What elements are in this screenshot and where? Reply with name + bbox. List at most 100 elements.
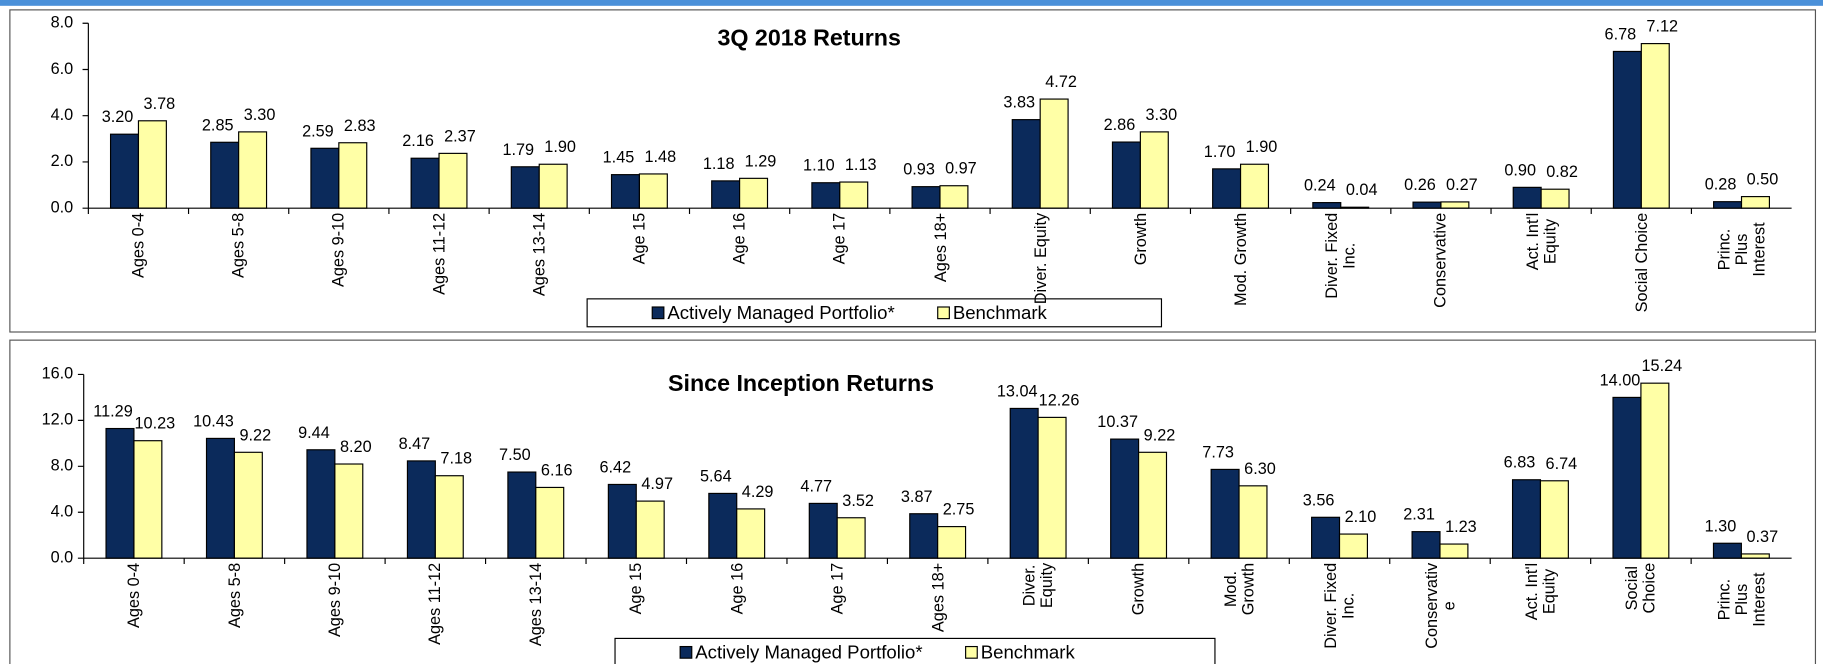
x-tick-label: Ages 9-10 (328, 212, 348, 288)
data-label: 7.12 (1646, 18, 1678, 36)
data-label: 0.04 (1346, 181, 1378, 199)
bar (939, 185, 969, 209)
legend-label: Benchmark (981, 641, 1076, 662)
x-tick-label: Ages 9-10 (324, 562, 344, 638)
data-label: 2.16 (402, 132, 434, 150)
x-tick-label: Mod. Growth (1230, 212, 1250, 306)
data-label: 7.73 (1202, 443, 1234, 461)
bar (510, 166, 540, 209)
bar (836, 517, 866, 559)
data-label: 1.23 (1445, 518, 1477, 536)
bar (607, 483, 637, 559)
x-tick-label: Ages 13-14 (525, 562, 545, 647)
data-label: 1.45 (603, 149, 635, 167)
bar (1640, 382, 1670, 559)
data-label: 8.47 (399, 435, 431, 453)
x-tick-label: Age 17 (829, 212, 849, 265)
bar (109, 133, 140, 209)
bar (1239, 163, 1270, 209)
legend-label: Actively Managed Portfolio* (667, 302, 894, 323)
data-label: 4.72 (1045, 73, 1077, 91)
chart-title: 3Q 2018 Returns (717, 25, 900, 51)
bar (839, 181, 869, 209)
data-label: 9.22 (239, 426, 271, 444)
bar (410, 157, 440, 209)
legend-swatch (679, 645, 693, 659)
x-tick-label: Ages 5-8 (224, 562, 244, 629)
bar (1511, 479, 1542, 559)
x-tick-label: Age 16 (729, 212, 749, 265)
data-label: 3.20 (102, 108, 134, 126)
bar (1210, 468, 1240, 559)
data-label: 1.10 (803, 157, 835, 175)
bar (306, 449, 336, 559)
chart: Since Inception Returns 0.0 4.0 8.0 12.0 16.0… (42, 357, 1792, 664)
data-label: 0.93 (903, 161, 935, 179)
x-tick-label: Ages 18+ (927, 562, 947, 633)
data-label: 0.37 (1746, 528, 1778, 546)
bar (811, 182, 841, 209)
bar (1440, 201, 1470, 209)
legend-box (614, 637, 1216, 664)
chart: 3Q 2018 Returns 0.0 2.0 4.0 6.0 8.0 3.20 3.78 2.… (51, 14, 1792, 328)
bar (1713, 201, 1743, 209)
data-label: 3.56 (1303, 491, 1335, 509)
x-tick-label: Ages 13-14 (529, 212, 548, 297)
bar (1512, 186, 1542, 209)
x-tick-label: Ages 0-4 (124, 562, 143, 629)
y-tick-label: 2.0 (51, 152, 74, 170)
bar (1110, 438, 1140, 559)
bar (1212, 168, 1242, 209)
data-label: 2.37 (444, 127, 476, 145)
data-label: 2.10 (1345, 508, 1377, 526)
data-label: 5.64 (700, 467, 732, 485)
data-label: 0.50 (1747, 171, 1779, 189)
data-label: 6.74 (1546, 455, 1578, 473)
data-label: 2.59 (302, 122, 334, 140)
y-tick-label: 4.0 (51, 106, 74, 124)
data-label: 4.97 (641, 475, 673, 493)
bar (739, 177, 769, 209)
chart-panel: Since Inception Returns 0.0 4.0 8.0 12.0 16.0… (9, 339, 1817, 664)
bar (105, 427, 135, 559)
y-tick-label: 8.0 (51, 457, 74, 475)
x-tick-label: Ages 5-8 (228, 212, 248, 278)
data-label: 2.31 (1403, 506, 1435, 524)
data-label: 3.30 (244, 106, 276, 124)
bar (338, 142, 368, 209)
bar (711, 180, 741, 209)
x-tick-label: Act. Int'l Equity (1522, 212, 1559, 271)
data-label: 0.82 (1546, 163, 1578, 181)
data-label: 6.16 (541, 461, 573, 479)
x-tick-label: Ages 18+ (930, 212, 949, 283)
data-label: 9.44 (298, 424, 330, 442)
x-tick-label: Princ. Plus Interest (1714, 222, 1768, 277)
x-tick-label: Age 15 (626, 562, 645, 615)
data-label: 15.24 (1641, 357, 1682, 375)
legend-label: Actively Managed Portfolio* (695, 641, 922, 662)
data-label: 6.42 (600, 458, 632, 476)
bar (507, 471, 537, 559)
legend-label: Benchmark (953, 302, 1048, 323)
x-tick-label: Diver. Equity (1030, 212, 1049, 305)
data-label: 1.30 (1705, 517, 1737, 535)
window-bar (0, 0, 1823, 6)
bar (205, 437, 235, 559)
data-label: 1.79 (502, 141, 534, 159)
data-label: 4.77 (800, 477, 832, 495)
data-label: 12.26 (1039, 391, 1080, 409)
data-label: 11.29 (93, 403, 132, 421)
data-label: 2.86 (1104, 116, 1136, 134)
bar (1540, 188, 1570, 209)
data-label: 3.78 (144, 95, 176, 113)
x-tick-label: Diver. Fixed Inc. (1322, 212, 1359, 299)
bar (937, 526, 967, 559)
data-label: 0.90 (1504, 161, 1536, 179)
bar (438, 152, 468, 209)
bar (1640, 43, 1670, 209)
data-label: 1.29 (745, 152, 777, 170)
bar (233, 451, 263, 559)
y-tick-label: 8.0 (51, 14, 74, 32)
bar (238, 131, 268, 209)
legend-swatch (651, 306, 665, 320)
